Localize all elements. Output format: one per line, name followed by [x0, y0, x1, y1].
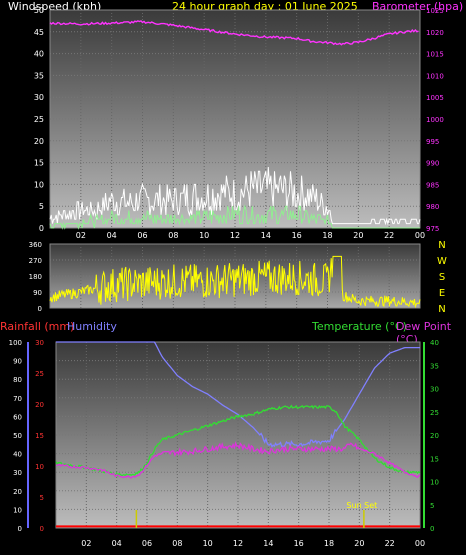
x-tick-label: 06	[142, 539, 152, 548]
x-tick-label: 12	[230, 231, 240, 240]
humidity-line	[56, 341, 420, 449]
humidity-y-tick: 50	[13, 432, 22, 440]
wind-y-tick: 45	[34, 28, 44, 37]
humidity-y-tick: 70	[13, 395, 22, 403]
wind-y-tick: 0	[39, 224, 44, 233]
x-tick-label: 10	[203, 539, 213, 548]
humidity-title: Humidity	[67, 320, 117, 333]
humidity-y-tick: 40	[13, 451, 22, 459]
x-tick-label: 22	[384, 231, 394, 240]
temp-y-tick: 15	[430, 455, 439, 463]
baro-y-tick: 1020	[426, 29, 444, 37]
x-tick-label: 14	[261, 231, 271, 240]
rainfall-title: Rainfall (mm)	[0, 320, 75, 333]
x-tick-label: 00	[415, 539, 425, 548]
x-tick-label: 00	[415, 231, 425, 240]
baro-y-tick: 975	[426, 225, 439, 233]
wind-y-tick: 50	[34, 6, 44, 15]
compass-label: W	[437, 256, 447, 267]
baro-y-tick: 995	[426, 138, 439, 146]
temp-y-tick: 10	[430, 479, 439, 487]
x-tick-label: 08	[168, 231, 178, 240]
dew-point-line	[55, 441, 421, 479]
humidity-y-tick: 60	[13, 413, 22, 421]
direction-y-tick: 270	[29, 257, 42, 265]
rain-y-tick: 25	[35, 370, 44, 378]
baro-y-tick: 1005	[426, 94, 444, 102]
temp-y-tick: 25	[430, 409, 439, 417]
wind-y-tick: 5	[39, 202, 44, 211]
x-tick-label: 06	[137, 231, 147, 240]
temperature-line	[55, 404, 421, 478]
baro-y-tick: 990	[426, 160, 439, 168]
humidity-y-tick: 100	[9, 339, 22, 347]
humidity-y-tick: 20	[13, 488, 22, 496]
sunset-label: Sun Set	[346, 501, 377, 510]
rain-y-tick: 20	[35, 401, 44, 409]
direction-y-tick: 90	[33, 289, 42, 297]
rain-y-tick: 0	[40, 525, 44, 533]
x-tick-label: 14	[263, 539, 273, 548]
baro-y-tick: 1025	[426, 7, 444, 15]
wind-y-tick: 25	[34, 115, 44, 124]
direction-y-tick: 180	[29, 273, 42, 281]
temp-y-tick: 20	[430, 432, 439, 440]
rain-y-tick: 10	[35, 463, 44, 471]
baro-y-tick: 980	[426, 203, 439, 211]
compass-label: N	[438, 304, 445, 315]
wind-y-tick: 15	[34, 159, 44, 168]
baro-y-tick: 1000	[426, 116, 444, 124]
wind-average-line	[49, 204, 420, 230]
x-tick-label: 04	[107, 231, 117, 240]
x-tick-label: 10	[199, 231, 209, 240]
wind-y-tick: 30	[34, 93, 44, 102]
wind-y-tick: 20	[34, 137, 44, 146]
temp-y-tick: 0	[430, 525, 434, 533]
rain-y-tick: 15	[35, 432, 44, 440]
direction-y-tick: 360	[29, 241, 42, 249]
compass-label: S	[439, 272, 445, 283]
x-tick-label: 02	[81, 539, 91, 548]
baro-y-tick: 1015	[426, 51, 444, 59]
temp-y-tick: 35	[430, 362, 439, 370]
temp-y-tick: 5	[430, 502, 434, 510]
compass-label: N	[438, 240, 445, 251]
x-tick-label: 04	[112, 539, 122, 548]
wind-y-tick: 10	[34, 180, 44, 189]
x-tick-label: 18	[322, 231, 332, 240]
x-tick-label: 20	[353, 231, 363, 240]
baro-y-tick: 985	[426, 181, 439, 189]
temp-y-tick: 30	[430, 386, 439, 394]
humidity-y-tick: 90	[13, 358, 22, 366]
x-tick-label: 12	[233, 539, 243, 548]
wind-direction-line	[49, 255, 421, 309]
wind-y-tick: 35	[34, 71, 44, 80]
barometer-line	[49, 20, 419, 46]
x-tick-label: 22	[385, 539, 395, 548]
baro-y-tick: 1010	[426, 72, 444, 80]
humidity-y-tick: 80	[13, 376, 22, 384]
x-tick-label: 08	[172, 539, 182, 548]
x-tick-label: 16	[292, 231, 302, 240]
humidity-y-tick: 30	[13, 469, 22, 477]
humidity-y-tick: 10	[13, 506, 22, 514]
x-tick-label: 20	[354, 539, 364, 548]
x-tick-label: 18	[324, 539, 334, 548]
direction-y-tick: 0	[38, 305, 42, 313]
humidity-y-tick: 0	[18, 525, 22, 533]
x-tick-label: 02	[76, 231, 86, 240]
x-tick-label: 16	[294, 539, 304, 548]
temp-y-tick: 40	[430, 339, 439, 347]
compass-label: E	[439, 288, 445, 299]
rain-y-tick: 5	[40, 494, 44, 502]
wind-y-tick: 40	[34, 50, 44, 59]
rain-y-tick: 30	[35, 339, 44, 347]
temperature-title: Temperature (°C)	[312, 320, 407, 333]
